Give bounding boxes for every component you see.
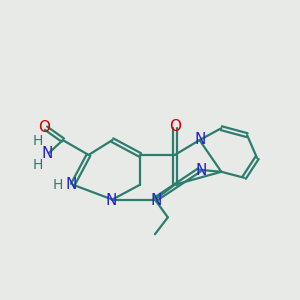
Text: H: H xyxy=(33,158,43,172)
Text: N: N xyxy=(41,146,53,161)
Text: N: N xyxy=(106,193,117,208)
Text: H: H xyxy=(33,134,43,148)
Text: O: O xyxy=(169,119,181,134)
Text: H: H xyxy=(53,178,63,192)
Text: N: N xyxy=(196,163,207,178)
Text: N: N xyxy=(65,177,76,192)
Text: N: N xyxy=(195,132,206,147)
Text: O: O xyxy=(38,120,50,135)
Text: N: N xyxy=(150,193,162,208)
